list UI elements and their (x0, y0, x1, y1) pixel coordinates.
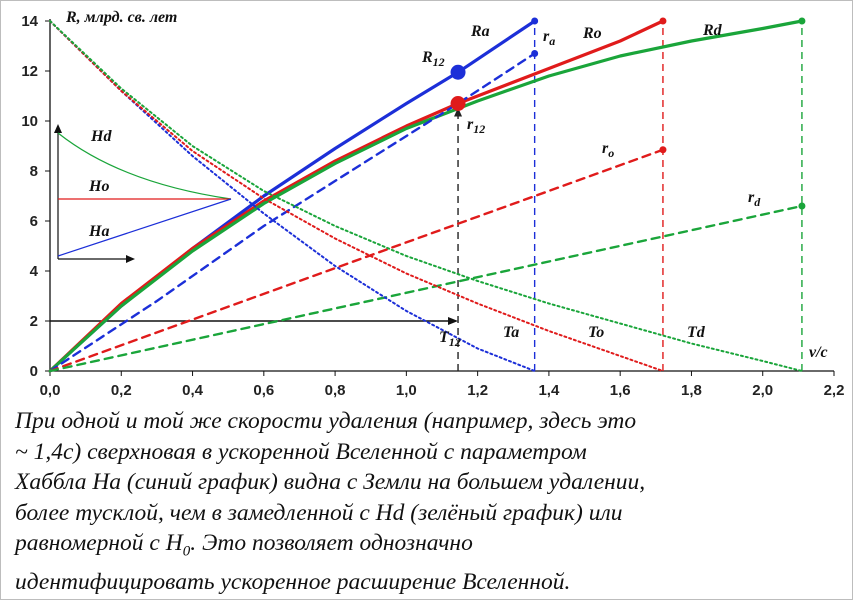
series-label-ro: Ro (582, 25, 602, 42)
x-tick-label: 2,0 (752, 382, 773, 399)
y-axis-label: R, млрд. св. лет (65, 9, 177, 26)
y-tick-label: 10 (21, 113, 38, 130)
x-tick-label: 1,6 (610, 382, 631, 399)
inset-x-arrow-icon (126, 255, 135, 263)
label-r-d: rd (748, 189, 761, 209)
series-label-ta: Ta (503, 324, 519, 341)
label-r-o: ro (602, 140, 614, 160)
inset-diagram: Hd Ho Ha (54, 124, 232, 263)
series-label-to: To (588, 324, 604, 341)
series-end-point (798, 202, 806, 210)
y-tick-label: 0 (30, 363, 38, 380)
y-tick-label: 2 (30, 313, 38, 330)
x-tick-label: 1,8 (681, 382, 702, 399)
label-T12: T12 (439, 329, 461, 349)
label-r12: r12 (467, 116, 485, 136)
chart: 0,0 0,2 0,4 0,6 0,8 1,0 1,2 1,4 1,6 1,8 2,0 2,2 0 2 4 6… (21, 9, 844, 399)
reference-arrow-icon (448, 317, 459, 325)
caption-line: ~ 1,4с) сверхновая в ускоренной Вселенно… (15, 438, 587, 465)
x-tick-label: 0,0 (40, 382, 61, 399)
caption-line: Хаббла На (синий график) видна с Земли н… (15, 469, 646, 495)
series-layer (48, 19, 804, 373)
series-line-ra (48, 52, 536, 373)
highlight-point-r12 (450, 96, 466, 111)
series-line-rd (48, 19, 804, 373)
x-tick-label: 1,4 (538, 382, 560, 399)
inset-ha-label: Ha (88, 223, 109, 240)
caption-line: идентифицировать ускоренное расширение В… (15, 569, 571, 596)
y-tick-label: 14 (21, 13, 38, 30)
inset-ho-label: Ho (88, 178, 109, 195)
y-tick-label: 8 (30, 163, 38, 180)
series-line-rd (48, 204, 804, 373)
x-tick-label: 0,6 (253, 382, 274, 399)
label-R12: R12 (421, 49, 445, 69)
series-label-ra: Ra (470, 23, 490, 40)
x-tick-label: 0,4 (182, 382, 204, 399)
series-end-point (531, 50, 539, 57)
y-tick-label: 6 (30, 213, 38, 230)
caption-line: более тусклой, чем в замедленной с Hd (з… (15, 499, 623, 526)
axes: 0,0 0,2 0,4 0,6 0,8 1,0 1,2 1,4 1,6 1,8 2,0 2,2 0 2 4 6… (21, 13, 844, 399)
series-end-point (798, 17, 806, 25)
x-tick-label: 2,2 (824, 382, 845, 399)
highlight-point-r12 (450, 64, 466, 80)
x-tick-label: 1,0 (396, 382, 417, 399)
inset-ha-line (57, 198, 232, 257)
inset-hd-line (57, 132, 232, 200)
inset-hd-label: Hd (90, 128, 112, 145)
x-tick-label: 1,2 (467, 382, 488, 399)
series-line-ro (48, 19, 665, 373)
label-r-a: ra (543, 28, 555, 48)
inset-y-arrow-icon (54, 124, 62, 133)
caption: При одной и той же скорости удаления (на… (15, 406, 845, 598)
y-tick-label: 12 (21, 63, 38, 80)
series-end-point (659, 146, 667, 154)
marks-layer (448, 17, 806, 325)
series-line-ro (48, 148, 665, 373)
series-label-td: Td (687, 324, 706, 341)
caption-line: При одной и той же скорости удаления (на… (15, 408, 637, 434)
series-end-point (659, 17, 667, 25)
caption-line: равномерной с H0. Это позволяет однознач… (15, 530, 473, 560)
series-line-td (49, 20, 803, 372)
series-end-point (531, 17, 539, 25)
x-tick-label: 0,8 (325, 382, 346, 399)
y-tick-label: 4 (30, 263, 39, 280)
x-axis-label: v/c (809, 344, 828, 361)
x-tick-label: 0,2 (111, 382, 132, 399)
series-line-to (49, 20, 664, 372)
series-label-rd: Rd (702, 22, 723, 39)
guide-arrow-icon (454, 107, 463, 117)
